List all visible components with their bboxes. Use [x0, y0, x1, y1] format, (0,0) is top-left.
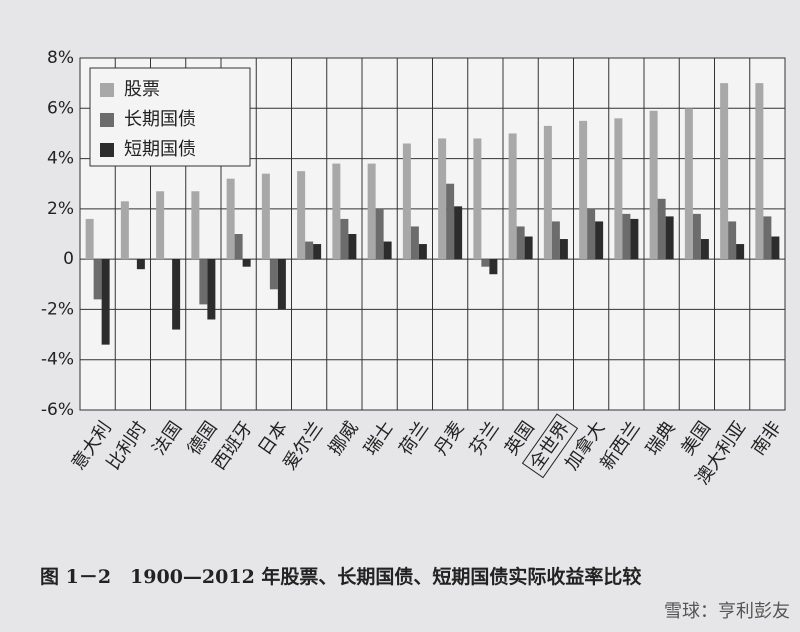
bar: [340, 218, 349, 260]
bar: [665, 216, 674, 260]
y-tick-label: 8%: [47, 48, 74, 68]
bar: [595, 221, 604, 260]
bar: [489, 259, 498, 275]
bar: [120, 201, 129, 260]
bar: [93, 259, 102, 300]
bar: [614, 118, 623, 260]
legend-label: 短期国债: [124, 139, 196, 160]
bar: [473, 138, 482, 260]
bar: [207, 259, 216, 320]
bar: [234, 234, 243, 260]
bar: [622, 213, 631, 260]
bar: [446, 183, 455, 260]
bar: [543, 125, 552, 260]
y-tick-label: 2%: [47, 199, 74, 219]
y-tick-label: -4%: [41, 350, 74, 370]
y-tick-label: -2%: [41, 299, 74, 319]
y-tick-label: 0: [63, 249, 74, 269]
bar: [313, 244, 322, 260]
bar: [763, 216, 772, 260]
bar: [508, 133, 517, 260]
bar: [755, 83, 764, 260]
bar: [156, 191, 165, 260]
bar: [728, 221, 737, 260]
bar: [771, 236, 780, 260]
bar: [410, 226, 419, 260]
bar: [524, 236, 533, 260]
bar: [85, 218, 94, 260]
bar: [559, 239, 568, 260]
bar: [418, 244, 427, 260]
bar: [551, 221, 560, 260]
y-tick-label: -6%: [41, 400, 74, 420]
caption: 图 1－2 1900—2012 年股票、长期国债、短期国债实际收益率比较: [40, 565, 641, 588]
bar: [269, 259, 278, 290]
watermark: 雪球：亨利彭友: [664, 601, 790, 622]
bar: [736, 244, 745, 260]
bar: [630, 218, 639, 260]
bar: [657, 198, 666, 260]
bar: [305, 241, 314, 260]
bar: [199, 259, 208, 305]
bar: [242, 259, 251, 267]
bar: [684, 108, 693, 260]
y-tick-label: 4%: [47, 149, 74, 169]
bar: [226, 178, 235, 260]
bar: [700, 239, 709, 260]
bar: [402, 143, 411, 260]
bar: [579, 120, 588, 260]
bar: [383, 241, 392, 260]
bar: [516, 226, 525, 260]
bar: [101, 259, 110, 345]
legend-swatch: [100, 83, 114, 97]
legend-label: 长期国债: [124, 109, 196, 130]
bar: [587, 208, 596, 260]
bar: [348, 234, 357, 260]
bar: [277, 259, 286, 310]
bar: [297, 171, 306, 260]
bar: [649, 110, 658, 260]
bar: [438, 138, 447, 260]
bar: [454, 206, 463, 260]
bar: [332, 163, 341, 260]
legend-label: 股票: [124, 79, 160, 100]
legend-swatch: [100, 113, 114, 127]
bar: [692, 213, 701, 260]
highlight-box: [521, 413, 579, 479]
legend-swatch: [100, 143, 114, 157]
bar: [191, 191, 200, 260]
bar: [720, 83, 729, 260]
bar: [136, 259, 145, 270]
y-tick-label: 6%: [47, 98, 74, 118]
legend-box: [89, 67, 251, 167]
bar: [261, 173, 270, 260]
bar: [367, 163, 376, 260]
bar: [375, 208, 384, 260]
bar: [481, 259, 490, 267]
bar: [172, 259, 181, 330]
